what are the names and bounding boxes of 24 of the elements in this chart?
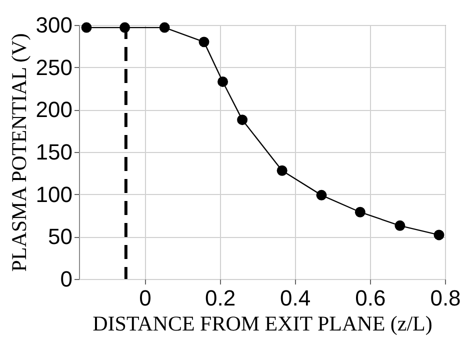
y-tick-label: 0: [60, 266, 72, 292]
x-axis-title: DISTANCE FROM EXIT PLANE (z/L): [92, 312, 432, 336]
x-tick-label: 0: [139, 286, 152, 310]
point: [434, 230, 444, 240]
x-tick-label: 0.4: [280, 286, 311, 310]
y-tick-label: 200: [36, 97, 72, 122]
x-tick-label: 0.2: [204, 286, 236, 310]
point: [316, 190, 327, 200]
point: [218, 76, 228, 87]
y-axis-title: PLASMA POTENTIAL (V): [6, 33, 31, 272]
x-tick-label: 0.6: [355, 286, 386, 310]
point: [394, 220, 406, 231]
x-tick-label: 0.8: [430, 286, 461, 310]
point: [276, 165, 288, 176]
y-tick-label: 100: [36, 182, 72, 207]
y-tick-label: 300: [36, 12, 72, 38]
point: [237, 114, 248, 126]
y-tick-label: 250: [36, 54, 72, 80]
point: [198, 36, 210, 48]
point: [354, 206, 366, 218]
point: [159, 22, 170, 33]
point: [81, 22, 92, 33]
y-tick-label: 50: [48, 224, 72, 250]
y-tick-label: 150: [36, 140, 72, 164]
